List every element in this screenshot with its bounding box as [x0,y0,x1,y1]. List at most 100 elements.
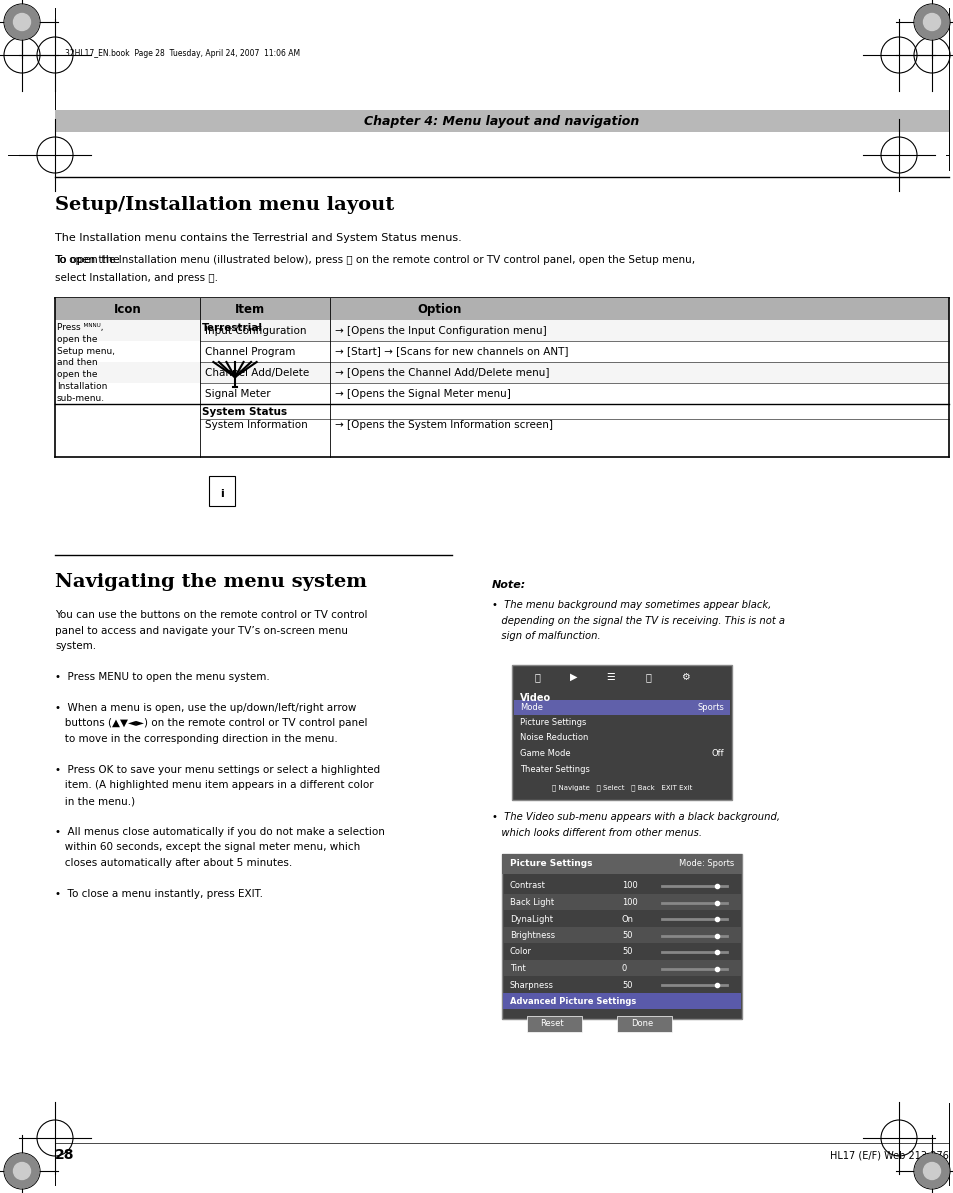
Text: → [Start] → [Scans for new channels on ANT]: → [Start] → [Scans for new channels on A… [335,346,568,357]
Circle shape [923,1162,940,1180]
FancyBboxPatch shape [55,361,948,383]
Text: closes automatically after about 5 minutes.: closes automatically after about 5 minut… [55,858,292,869]
Text: Item: Item [234,303,265,315]
Text: 32HL17_EN.book  Page 28  Tuesday, April 24, 2007  11:06 AM: 32HL17_EN.book Page 28 Tuesday, April 24… [65,49,300,57]
Text: On: On [621,915,634,923]
FancyBboxPatch shape [55,110,948,132]
Text: Sports: Sports [697,703,723,711]
FancyBboxPatch shape [501,854,741,1019]
Text: Sharpness: Sharpness [510,981,554,989]
Text: → [Opens the Input Configuration menu]: → [Opens the Input Configuration menu] [335,326,546,335]
Circle shape [13,13,30,31]
Text: •  When a menu is open, use the up/down/left/right arrow: • When a menu is open, use the up/down/l… [55,703,356,713]
Text: Input Configuration: Input Configuration [205,326,306,335]
Text: To open the: To open the [55,255,123,265]
Text: Off: Off [711,749,723,758]
Text: Mode: Mode [519,703,542,711]
Text: Picture Settings: Picture Settings [510,859,592,869]
Text: Icon: Icon [113,303,141,315]
Text: Video: Video [519,693,551,703]
Text: 28: 28 [55,1148,74,1162]
Text: Press ᴹᴺᴺᵁ,
open the
Setup menu,
and then
open the
Installation
sub-menu.: Press ᴹᴺᴺᵁ, open the Setup menu, and the… [57,323,115,403]
FancyBboxPatch shape [512,665,731,801]
Text: 50: 50 [621,947,632,957]
FancyBboxPatch shape [501,854,741,874]
Text: ⬜: ⬜ [534,672,539,682]
Text: 🔒: 🔒 [644,672,650,682]
Text: The Installation menu contains the Terrestrial and System Status menus.: The Installation menu contains the Terre… [55,233,461,243]
Text: Setup/Installation menu layout: Setup/Installation menu layout [55,196,394,214]
FancyBboxPatch shape [617,1015,671,1032]
Text: •  The menu background may sometimes appear black,: • The menu background may sometimes appe… [492,600,770,610]
Text: HL17 (E/F) Web 213:276: HL17 (E/F) Web 213:276 [829,1150,948,1160]
Text: ⚙: ⚙ [679,672,689,682]
Text: 0: 0 [621,964,626,973]
Text: DynaLight: DynaLight [510,915,553,923]
Text: Channel Program: Channel Program [205,346,295,357]
Text: to move in the corresponding direction in the menu.: to move in the corresponding direction i… [55,734,337,744]
Text: Navigating the menu system: Navigating the menu system [55,573,367,591]
FancyBboxPatch shape [502,927,740,942]
Circle shape [923,13,940,31]
Text: •  All menus close automatically if you do not make a selection: • All menus close automatically if you d… [55,827,384,837]
FancyBboxPatch shape [55,320,948,341]
FancyBboxPatch shape [526,1015,581,1032]
Text: Mode: Sports: Mode: Sports [678,859,733,869]
Text: Color: Color [510,947,532,957]
FancyBboxPatch shape [502,960,740,976]
Text: System Status: System Status [202,407,287,418]
FancyBboxPatch shape [209,476,234,506]
Text: within 60 seconds, except the signal meter menu, which: within 60 seconds, except the signal met… [55,842,360,853]
Text: Option: Option [417,303,461,315]
Text: i: i [220,489,224,499]
Text: Channel Add/Delete: Channel Add/Delete [205,367,309,377]
Text: •  To close a menu instantly, press EXIT.: • To close a menu instantly, press EXIT. [55,889,263,900]
Text: 50: 50 [621,981,632,989]
Text: buttons (▲▼◄►) on the remote control or TV control panel: buttons (▲▼◄►) on the remote control or … [55,718,367,729]
Text: → [Opens the System Information screen]: → [Opens the System Information screen] [335,420,553,429]
Text: Advanced Picture Settings: Advanced Picture Settings [510,997,636,1006]
Text: 100: 100 [621,898,638,907]
Circle shape [914,1154,948,1188]
FancyBboxPatch shape [502,993,740,1008]
Circle shape [914,5,948,39]
Text: •  Press MENU to open the menu system.: • Press MENU to open the menu system. [55,672,270,682]
Text: ☰: ☰ [606,672,615,682]
Text: system.: system. [55,641,96,651]
Text: Reset: Reset [539,1019,563,1028]
Circle shape [5,5,39,39]
Text: Contrast: Contrast [510,882,545,890]
Text: Back Light: Back Light [510,898,554,907]
Text: Tint: Tint [510,964,525,973]
Text: → [Opens the Channel Add/Delete menu]: → [Opens the Channel Add/Delete menu] [335,367,549,377]
FancyBboxPatch shape [55,298,948,320]
Text: Terrestrial: Terrestrial [202,323,263,333]
Text: •  The Video sub-menu appears with a black background,: • The Video sub-menu appears with a blac… [492,812,780,822]
Text: sign of malfunction.: sign of malfunction. [492,631,600,641]
Text: Game Mode: Game Mode [519,749,570,758]
Text: select Installation, and press Ⓞ.: select Installation, and press Ⓞ. [55,273,218,283]
Text: Done: Done [630,1019,653,1028]
Text: Brightness: Brightness [510,931,555,940]
Circle shape [5,1154,39,1188]
Text: Chapter 4: Menu layout and navigation: Chapter 4: Menu layout and navigation [364,115,639,128]
Text: panel to access and navigate your TV’s on-screen menu: panel to access and navigate your TV’s o… [55,625,348,636]
Text: Ⓢ Navigate   Ⓞ Select   Ⓑ Back   EXIT Exit: Ⓢ Navigate Ⓞ Select Ⓑ Back EXIT Exit [551,785,692,791]
Circle shape [13,1162,30,1180]
Text: System Information: System Information [205,420,308,429]
Text: in the menu.): in the menu.) [55,796,135,806]
Text: You can use the buttons on the remote control or TV control: You can use the buttons on the remote co… [55,610,367,620]
Text: → [Opens the Signal Meter menu]: → [Opens the Signal Meter menu] [335,389,511,398]
Text: Theater Settings: Theater Settings [519,765,589,773]
Text: To open the Installation menu (illustrated below), press Ⓞ on the remote control: To open the Installation menu (illustrat… [55,255,695,265]
Text: ▶: ▶ [570,672,578,682]
Text: which looks different from other menus.: which looks different from other menus. [492,828,701,837]
Text: depending on the signal the TV is receiving. This is not a: depending on the signal the TV is receiv… [492,616,784,625]
Text: 100: 100 [621,882,638,890]
Text: Noise Reduction: Noise Reduction [519,734,588,742]
Text: •  Press OK to save your menu settings or select a highlighted: • Press OK to save your menu settings or… [55,765,379,775]
FancyBboxPatch shape [502,894,740,909]
Text: Signal Meter: Signal Meter [205,389,271,398]
FancyBboxPatch shape [514,699,729,715]
Text: item. (A highlighted menu item appears in a different color: item. (A highlighted menu item appears i… [55,780,374,791]
